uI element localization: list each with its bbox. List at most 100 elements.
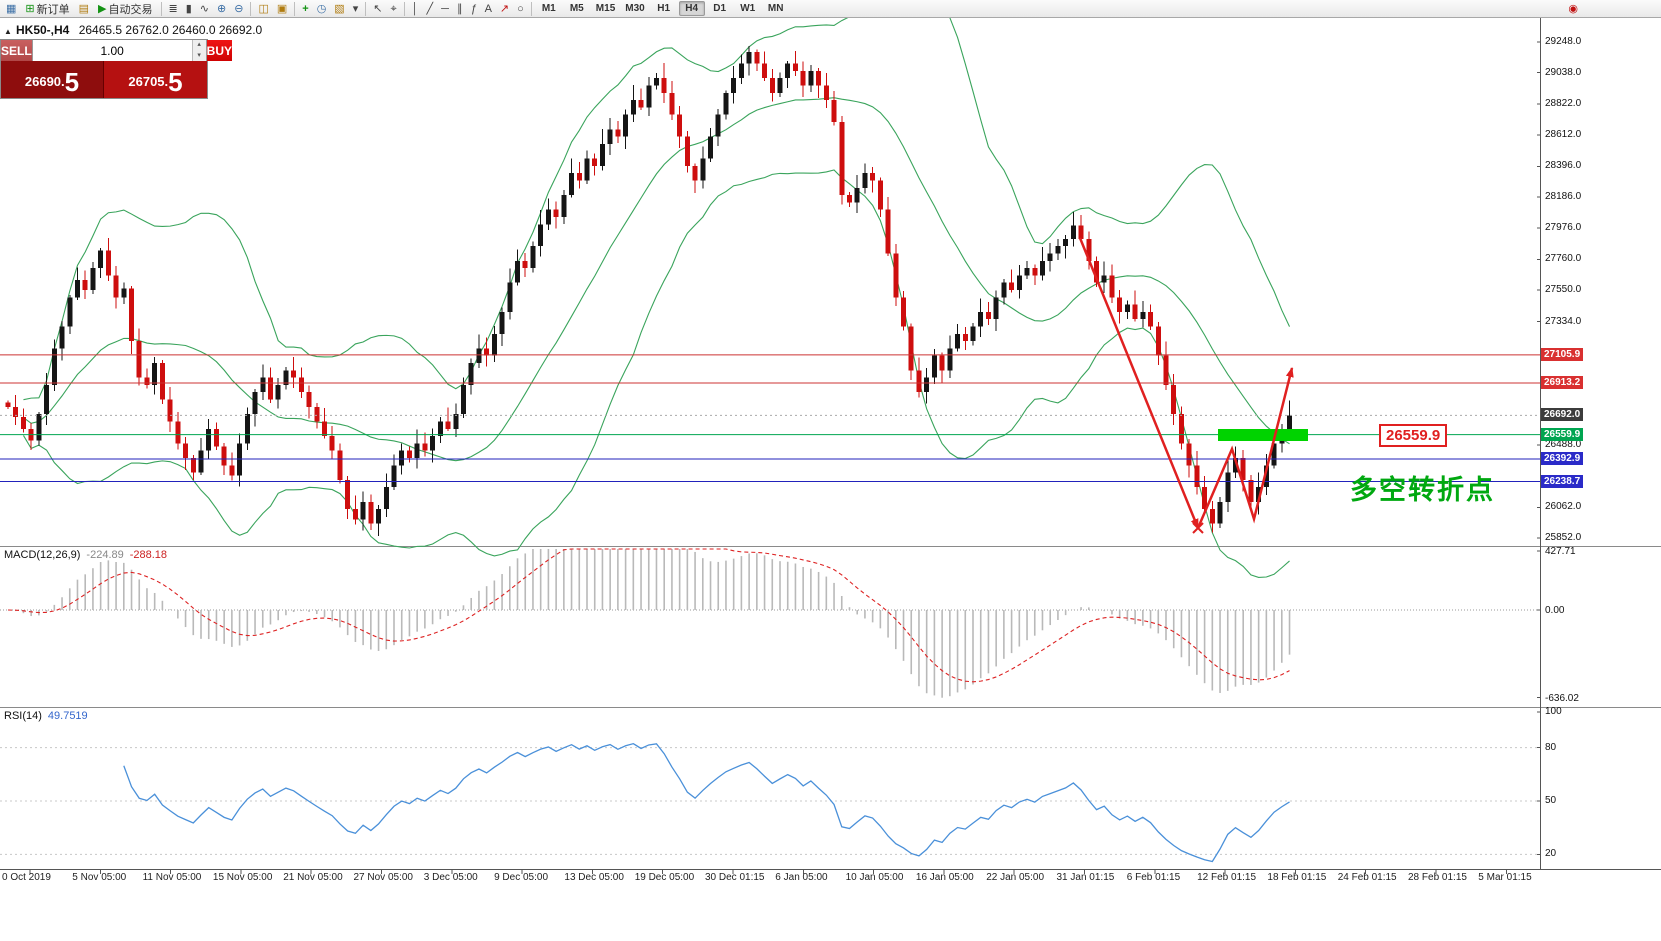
time-tick-label: 6 Jan 05:00 <box>775 872 828 883</box>
volume-down-button[interactable]: ▾ <box>192 50 206 61</box>
toolbar-separator <box>160 1 162 16</box>
time-tick-label: 16 Jan 05:00 <box>915 872 974 883</box>
support-price-tag[interactable]: 26559.9 <box>1379 424 1448 447</box>
timeframe-button-w1[interactable]: W1 <box>740 3 756 14</box>
bollinger-bands <box>22 0 1291 578</box>
bar-chart-icon[interactable]: ≣ <box>168 2 178 15</box>
rsi-name: RSI(14) <box>4 710 42 722</box>
time-tick-label: 27 Nov 05:00 <box>353 872 414 883</box>
timeframe-button-h1[interactable]: H1 <box>657 3 671 14</box>
chart-window-icon[interactable]: ▦ <box>6 2 17 15</box>
rsi-tick-label: 80 <box>1545 741 1557 753</box>
tile-windows-icon[interactable]: ◫ <box>258 2 269 15</box>
timeframe-button-m30[interactable]: M30 <box>625 3 645 14</box>
crosshair-tool-icon[interactable]: ⌖ <box>390 2 397 15</box>
horizontal-line-tool-icon[interactable]: ─ <box>441 2 449 15</box>
buy-price-pips: 5 <box>168 67 183 97</box>
price-tick-label: 29248.0 <box>1545 36 1582 47</box>
rsi-tick-label: 20 <box>1545 848 1557 860</box>
price-level-label: 26238.7 <box>1541 474 1584 488</box>
time-tick-label: 21 Nov 05:00 <box>283 872 343 883</box>
buy-button[interactable]: BUY <box>206 40 233 61</box>
news-icon[interactable]: ◉ <box>1568 2 1578 15</box>
rsi-pane <box>0 742 1540 863</box>
autotrading-play-icon: ▶ <box>98 2 107 15</box>
price-tick-label: 26062.0 <box>1545 501 1582 513</box>
price-tick-label: 28396.0 <box>1545 160 1582 172</box>
cursor-tool-icon[interactable]: ↖ <box>373 2 383 15</box>
line-chart-icon[interactable]: ∿ <box>199 2 209 15</box>
macd-pane <box>0 548 1540 698</box>
text-tool-icon[interactable]: A <box>484 2 492 15</box>
sell-button[interactable]: SELL <box>1 40 32 61</box>
timeframe-button-h4[interactable]: H4 <box>678 1 705 16</box>
new-order-button[interactable]: ⊞ 新订单 <box>21 0 73 18</box>
price-level-label: 26913.2 <box>1541 376 1584 389</box>
panel-collapse-icon[interactable]: ▲ <box>4 27 12 36</box>
macd-tick-label: 0.00 <box>1545 605 1565 616</box>
add-indicator-icon[interactable]: + <box>302 2 309 15</box>
level-lines <box>0 354 1540 483</box>
time-tick-label: 9 Dec 05:00 <box>494 872 549 883</box>
shapes-tool-icon[interactable]: ○ <box>517 2 524 15</box>
turning-point-note[interactable]: 多空转折点 <box>1350 475 1495 505</box>
template-icon[interactable]: ▧ <box>334 2 345 15</box>
time-tick-label: 12 Feb 01:15 <box>1197 872 1257 883</box>
volume-input[interactable] <box>32 40 192 61</box>
vertical-line-tool-icon[interactable]: │ <box>411 2 419 15</box>
profiles-icon[interactable]: ▤ <box>78 2 90 15</box>
dropdown-icon[interactable]: ▾ <box>352 2 359 15</box>
price-tick-label: 25852.0 <box>1545 532 1582 543</box>
trendline-tool-icon[interactable]: ╱ <box>426 2 434 15</box>
time-tick-label: 30 Dec 01:15 <box>705 872 765 883</box>
rsi-tick-label: 50 <box>1545 795 1557 806</box>
price-tick-label: 28186.0 <box>1545 191 1582 203</box>
rsi-value: 49.7519 <box>47 710 88 722</box>
time-tick-label: 13 Dec 05:00 <box>564 872 624 883</box>
toolbar-separator <box>530 1 532 16</box>
timeframe-group: M1 M5 M15 M30 H1 H4 D1 W1 MN <box>535 1 790 16</box>
timeframe-button-m1[interactable]: M1 <box>541 3 556 14</box>
time-tick-label: 11 Nov 05:00 <box>142 872 202 883</box>
time-tick-label: 5 Nov 05:00 <box>72 872 127 883</box>
autotrading-button[interactable]: ▶ 自动交易 <box>94 0 156 18</box>
sell-price-button[interactable]: 26690. 5 <box>1 61 104 98</box>
timeframe-button-mn[interactable]: MN <box>767 3 784 14</box>
volume-field: ▴ ▾ <box>31 40 207 61</box>
cascade-windows-icon[interactable]: ▣ <box>276 2 288 15</box>
zoom-in-icon[interactable]: ⊕ <box>217 2 227 15</box>
price-tick-label: 29038.0 <box>1545 66 1582 78</box>
price-tick-label: 28822.0 <box>1545 98 1582 110</box>
buy-price-button[interactable]: 26705. 5 <box>104 61 207 98</box>
price-level-label: 27105.9 <box>1541 347 1584 361</box>
time-tick-label: 22 Jan 05:00 <box>986 872 1045 883</box>
price-tick-label: 26488.0 <box>1545 439 1582 451</box>
volume-up-button[interactable]: ▴ <box>192 40 206 51</box>
time-tick-label: 5 Mar 01:15 <box>1478 872 1532 883</box>
volume-spinner: ▴ ▾ <box>191 40 206 61</box>
price-tick-label: 27550.0 <box>1545 284 1582 295</box>
candlestick-chart-icon[interactable]: ▮ <box>185 2 192 15</box>
price-tick-label: 27976.0 <box>1545 221 1582 233</box>
chart-header: HK50-,H4 26465.5 26762.0 26460.0 26692.0 <box>16 23 262 37</box>
periods-clock-icon[interactable]: ◷ <box>316 2 327 15</box>
macd-indicator-label: MACD(12,26,9) -224.89 -288.18 <box>4 549 167 561</box>
zoom-out-icon[interactable]: ⊖ <box>234 2 244 15</box>
sell-price-main: 26690. <box>24 74 65 89</box>
time-tick-label: 19 Dec 05:00 <box>634 872 695 883</box>
axis-ticks <box>29 41 1541 874</box>
timeframe-button-m5[interactable]: M5 <box>569 3 584 14</box>
price-level-label: 26559.9 <box>1541 427 1584 441</box>
time-tick-label: 18 Feb 01:15 <box>1267 872 1327 883</box>
arrow-tool-icon[interactable]: ↗ <box>499 2 510 15</box>
timeframe-button-m15[interactable]: M15 <box>595 3 616 14</box>
timeframe-button-d1[interactable]: D1 <box>713 3 727 14</box>
fibonacci-tool-icon[interactable]: ƒ <box>470 2 477 15</box>
channel-tool-icon[interactable]: ∥ <box>456 2 463 15</box>
candles-layer <box>5 46 1293 537</box>
macd-value-signal: -288.18 <box>129 549 168 561</box>
time-tick-label: 24 Feb 01:15 <box>1337 872 1397 883</box>
macd-tick-label: -636.02 <box>1545 692 1579 704</box>
